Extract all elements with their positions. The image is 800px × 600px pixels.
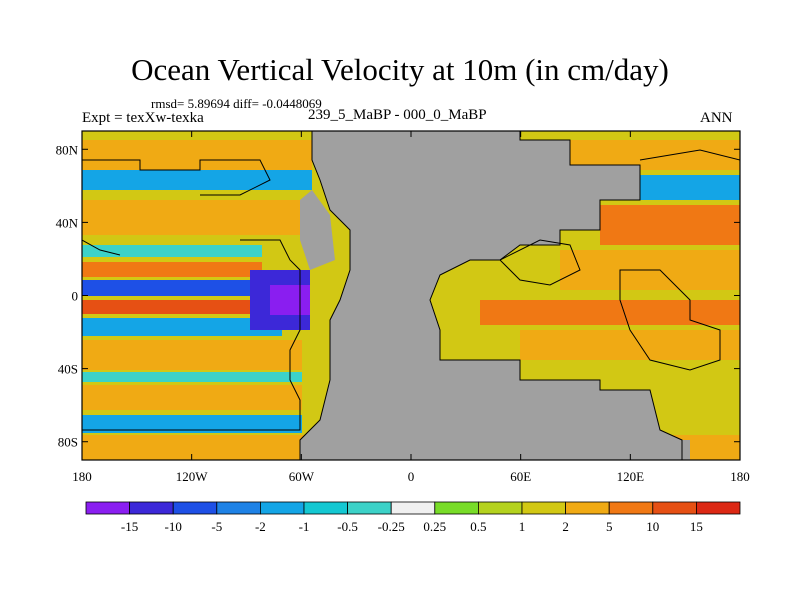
colorbar-swatch [652, 501, 697, 515]
lon-tick-label: 180 [72, 469, 92, 484]
colorbar-swatch [85, 501, 130, 515]
lon-tick-label: 120E [617, 469, 645, 484]
colorbar-label: 0.25 [423, 519, 446, 534]
colorbar-swatch [303, 501, 348, 515]
colorbar-label: -2 [255, 519, 266, 534]
lat-tick-label: 40S [58, 362, 78, 377]
lon-tick-label: 60E [510, 469, 531, 484]
colorbar: -15 -10 -5 -2 -1 -0.5 -0.25 0.25 0.5 1 2 5 10 15 [85, 501, 741, 534]
lat-tick-label: 40N [56, 215, 79, 230]
colorbar-label: 2 [562, 519, 569, 534]
lat-tick-label: 80S [58, 435, 78, 450]
tick-marks [81, 131, 741, 460]
colorbar-swatch [259, 501, 305, 515]
colorbar-swatch [608, 501, 654, 515]
lat-tick-label: 0 [72, 289, 79, 304]
experiment-label: Expt = texXw-texka [82, 110, 204, 126]
coastlines [82, 131, 740, 460]
colorbar-label: 0.5 [470, 519, 486, 534]
colorbar-label: -1 [299, 519, 310, 534]
tick-labels: 80N 40N 0 40S 80S 180 120W 60W 0 60E 120E 180 [56, 142, 750, 484]
subtitle: 239_5_MaBP - 000_0_MaBP [308, 107, 487, 123]
colorbar-swatch [347, 501, 392, 515]
colorbar-swatch [172, 501, 218, 515]
lon-tick-label: 0 [408, 469, 415, 484]
stats-label: rmsd= 5.89694 diff= -0.0448069 [151, 96, 322, 111]
colorbar-swatch [129, 501, 174, 515]
colorbar-label: -0.25 [378, 519, 405, 534]
map-plot-area [82, 131, 740, 460]
colorbar-swatch [521, 501, 566, 515]
colorbar-swatch [696, 501, 741, 515]
colorbar-label: -10 [165, 519, 182, 534]
season-label: ANN [700, 110, 733, 126]
colorbar-label: -0.5 [337, 519, 358, 534]
colorbar-swatch [390, 501, 436, 515]
colorbar-label: -15 [121, 519, 138, 534]
lon-tick-label: 180 [730, 469, 750, 484]
colorbar-swatch [434, 501, 479, 515]
colorbar-label: 15 [690, 519, 703, 534]
colorbar-label: 5 [606, 519, 613, 534]
colorbar-label: -5 [211, 519, 222, 534]
colorbar-swatch [477, 501, 523, 515]
lat-tick-label: 80N [56, 142, 79, 157]
colorbar-label: 10 [646, 519, 659, 534]
colorbar-label: 1 [519, 519, 526, 534]
land-mask [300, 131, 690, 460]
page-title: Ocean Vertical Velocity at 10m (in cm/da… [131, 52, 669, 87]
colorbar-swatch [565, 501, 610, 515]
lon-tick-label: 60W [289, 469, 315, 484]
lon-tick-label: 120W [176, 469, 209, 484]
colorbar-swatch [216, 501, 261, 515]
